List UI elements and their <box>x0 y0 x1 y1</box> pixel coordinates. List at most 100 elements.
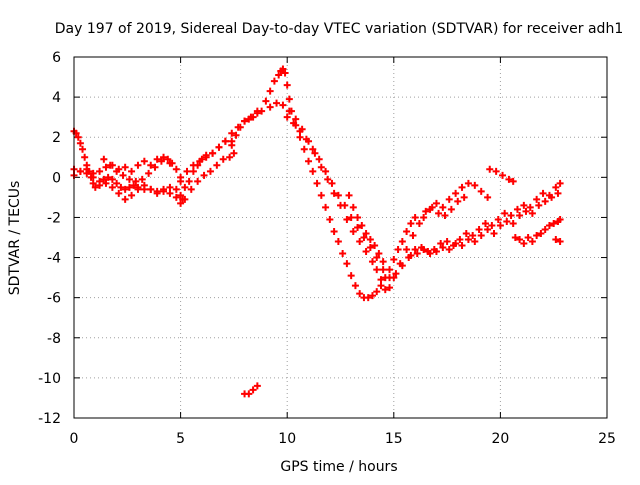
data-point <box>343 260 351 268</box>
data-point <box>458 183 466 191</box>
data-point <box>281 69 289 77</box>
data-point <box>513 205 521 213</box>
data-point <box>128 167 136 175</box>
data-point <box>556 238 564 246</box>
data-point <box>322 167 330 175</box>
data-point <box>160 187 168 195</box>
data-point <box>552 183 560 191</box>
data-point <box>313 179 321 187</box>
data-point <box>420 213 428 221</box>
data-point <box>315 155 323 163</box>
data-point <box>520 201 528 209</box>
data-point <box>439 203 447 211</box>
data-point <box>228 137 236 145</box>
data-point <box>341 201 349 209</box>
data-point <box>351 282 359 290</box>
data-point <box>125 175 133 183</box>
x-tick-label: 15 <box>385 431 403 447</box>
data-point <box>177 199 185 207</box>
data-point <box>183 167 191 175</box>
data-point <box>381 286 389 294</box>
data-point <box>100 155 108 163</box>
data-point <box>219 155 227 163</box>
data-point <box>128 191 136 199</box>
data-point <box>230 149 238 157</box>
y-tick-label: 0 <box>52 170 61 186</box>
data-point <box>206 167 214 175</box>
data-point <box>379 258 387 266</box>
data-point <box>83 165 91 173</box>
data-point <box>189 167 197 175</box>
data-point <box>266 103 274 111</box>
data-point <box>490 229 498 237</box>
data-point <box>215 143 223 151</box>
data-point <box>245 115 253 123</box>
data-point <box>172 193 180 201</box>
data-point <box>89 179 97 187</box>
data-point <box>554 189 562 197</box>
data-point <box>520 240 528 248</box>
data-point <box>189 161 197 169</box>
data-point <box>432 199 440 207</box>
x-tick-label: 25 <box>598 431 616 447</box>
data-point <box>460 193 468 201</box>
data-point <box>279 65 287 73</box>
data-point <box>403 246 411 254</box>
data-point <box>140 157 148 165</box>
data-point <box>471 238 479 246</box>
data-points <box>70 65 564 398</box>
data-point <box>273 99 281 107</box>
data-point <box>437 240 445 248</box>
data-point <box>488 221 496 229</box>
data-point <box>326 215 334 223</box>
data-point <box>373 288 381 296</box>
data-point <box>181 183 189 191</box>
data-point <box>548 193 556 201</box>
data-point <box>166 183 174 191</box>
data-point <box>394 246 402 254</box>
data-point <box>441 211 449 219</box>
y-tick-label: -10 <box>38 371 61 387</box>
data-point <box>113 179 121 187</box>
data-point <box>283 81 291 89</box>
data-point <box>362 229 370 237</box>
data-point <box>509 177 517 185</box>
data-point <box>407 219 415 227</box>
data-point <box>300 145 308 153</box>
data-point <box>275 71 283 79</box>
data-point <box>552 236 560 244</box>
data-point <box>76 167 84 175</box>
data-point <box>209 149 217 157</box>
x-tick-label: 20 <box>491 431 509 447</box>
data-point <box>317 191 325 199</box>
data-point <box>266 87 274 95</box>
data-point <box>330 227 338 235</box>
data-point <box>262 97 270 105</box>
data-point <box>96 167 104 175</box>
data-point <box>153 189 161 197</box>
data-point <box>134 161 142 169</box>
data-point <box>541 197 549 205</box>
data-point <box>411 213 419 221</box>
data-point <box>140 181 148 189</box>
data-point <box>452 189 460 197</box>
data-point <box>74 133 82 141</box>
data-point <box>187 185 195 193</box>
data-point <box>334 238 342 246</box>
data-point <box>166 189 174 197</box>
data-point <box>113 167 121 175</box>
data-point <box>76 139 84 147</box>
data-point <box>196 157 204 165</box>
data-point <box>194 177 202 185</box>
data-point <box>445 195 453 203</box>
data-point <box>322 203 330 211</box>
data-point <box>108 175 116 183</box>
data-point <box>368 258 376 266</box>
data-point <box>420 246 428 254</box>
data-point <box>79 145 87 153</box>
data-point <box>309 167 317 175</box>
data-point <box>464 179 472 187</box>
data-point <box>550 219 558 227</box>
data-point <box>379 266 387 274</box>
